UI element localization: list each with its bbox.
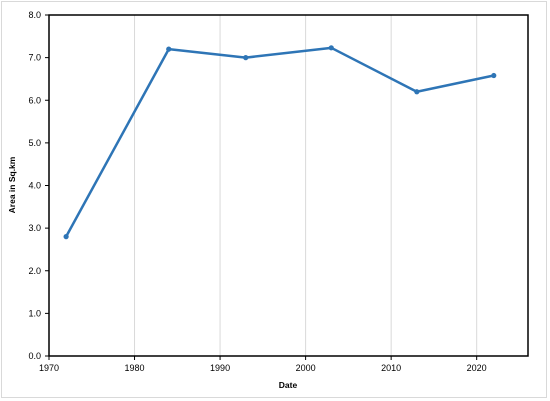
y-tick-label: 6.0 xyxy=(28,95,41,105)
y-tick-label: 7.0 xyxy=(28,53,41,63)
x-tick-label: 2010 xyxy=(381,363,401,373)
data-points xyxy=(63,45,497,240)
x-tick-label: 2020 xyxy=(467,363,487,373)
y-tick-label: 1.0 xyxy=(28,308,41,318)
series-line xyxy=(64,46,496,238)
x-tick-label: 1980 xyxy=(125,363,145,373)
x-axis-title: Date xyxy=(279,380,298,390)
grid-lines xyxy=(134,15,478,356)
y-tick-label: 4.0 xyxy=(28,181,41,191)
y-tick-label: 5.0 xyxy=(28,138,41,148)
data-point xyxy=(63,234,69,240)
data-point xyxy=(414,89,420,95)
y-axis-ticks: 0.0 1.0 2.0 3.0 4.0 5.0 6.0 7.0 8.0 xyxy=(28,10,49,361)
data-point xyxy=(328,45,334,51)
data-point xyxy=(243,55,249,61)
y-tick-label: 3.0 xyxy=(28,223,41,233)
data-point xyxy=(166,46,172,52)
x-tick-label: 1970 xyxy=(39,363,59,373)
data-point xyxy=(491,72,497,79)
y-tick-label: 2.0 xyxy=(28,266,41,276)
y-tick-label: 0.0 xyxy=(28,351,41,361)
y-axis-title: Area in Sq.km xyxy=(7,156,17,213)
plot-area xyxy=(48,14,529,357)
x-tick-label: 2000 xyxy=(296,363,316,373)
y-tick-label: 8.0 xyxy=(28,10,41,20)
x-tick-label: 1990 xyxy=(210,363,230,373)
x-axis-ticks: 1970 1980 1990 2000 2010 2020 xyxy=(39,356,487,373)
